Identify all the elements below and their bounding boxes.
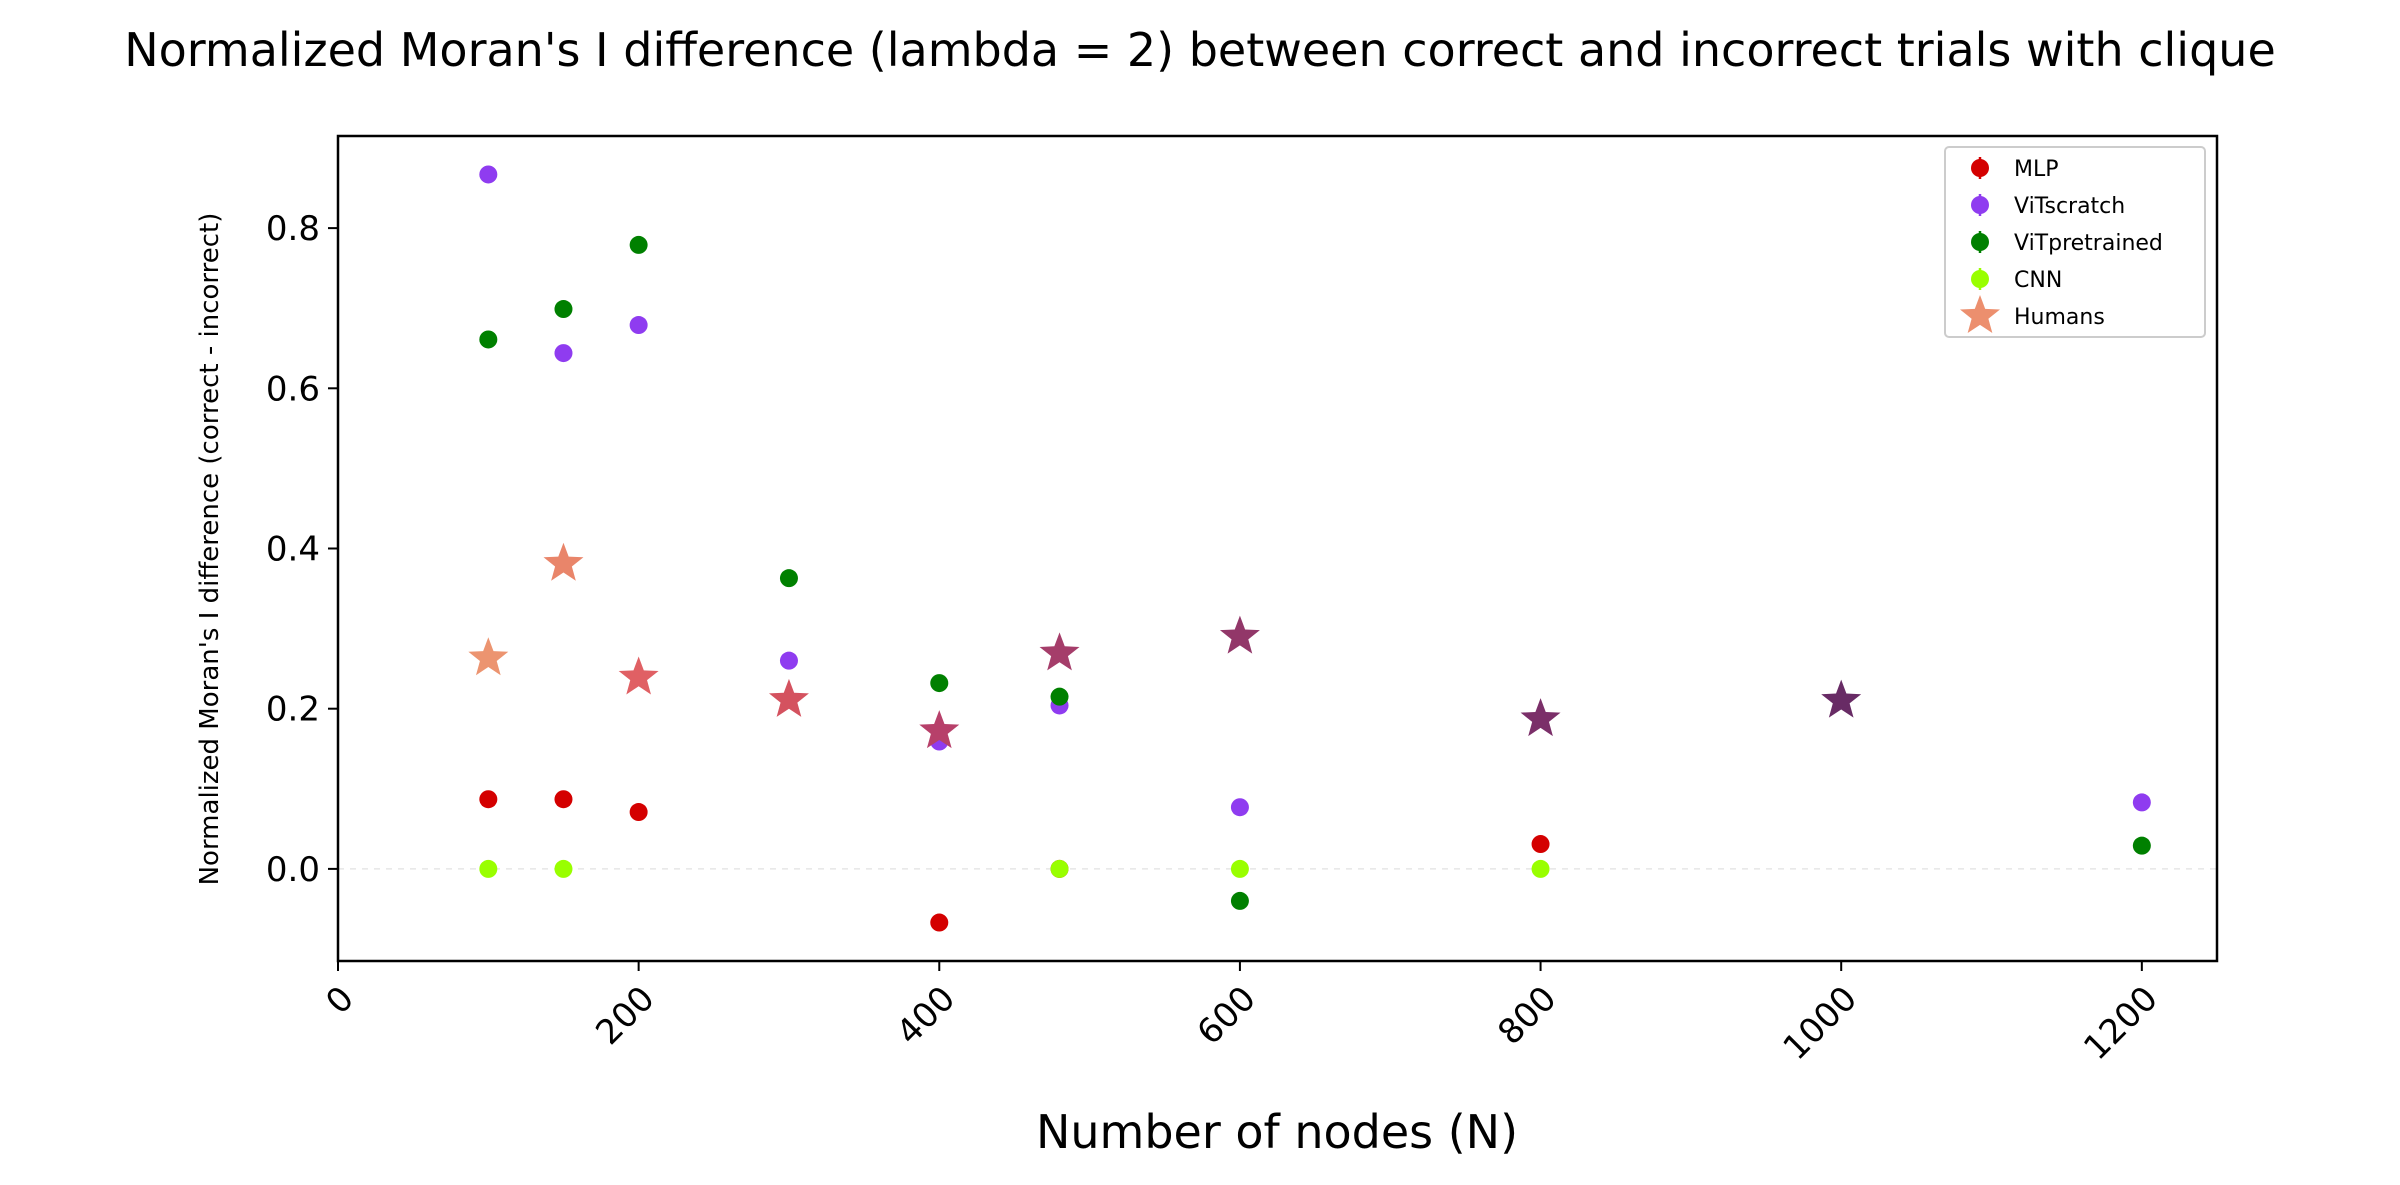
legend-label-humans: Humans	[2014, 305, 2105, 330]
mlp-point	[554, 790, 573, 809]
vitscratch-point	[554, 344, 573, 363]
x-tick-label: 400	[889, 979, 963, 1053]
x-tick-label: 1000	[1776, 979, 1865, 1068]
humans-star-point	[768, 678, 809, 717]
mlp-point	[930, 913, 949, 932]
humans-star-point	[1821, 679, 1862, 718]
legend-label-vitpretrained: ViTpretrained	[2014, 231, 2163, 256]
y-tick-label: 0.6	[266, 369, 320, 409]
x-tick-label: 800	[1490, 979, 1564, 1053]
mlp-point	[1531, 835, 1550, 854]
x-axis: 0 200 400 600 800 1000 1200	[318, 961, 2166, 1068]
humans-star-point	[1219, 615, 1260, 654]
x-axis-label: Number of nodes (N)	[1036, 1105, 1518, 1159]
legend-label-vitscratch: ViTscratch	[2014, 194, 2125, 219]
vitpretrained-point	[779, 569, 798, 588]
vitpretrained-point	[629, 235, 648, 254]
vitpretrained-point	[554, 300, 573, 319]
chart-title: Normalized Moran's I difference (lambda …	[124, 23, 2276, 77]
y-tick-label: 0.2	[266, 690, 320, 730]
vitpretrained-point	[1050, 687, 1069, 706]
mlp-point	[479, 790, 498, 809]
vitscratch-point	[479, 165, 498, 184]
y-axis: 0.0 0.2 0.4 0.6 0.8	[266, 209, 338, 890]
x-tick-label: 600	[1190, 979, 1264, 1053]
vitscratch-point	[2132, 793, 2151, 812]
y-tick-label: 0.0	[266, 850, 320, 890]
legend-marker-vitscratch	[1971, 196, 1989, 214]
x-tick-label: 1200	[2076, 979, 2165, 1068]
y-tick-label: 0.8	[266, 209, 320, 249]
legend-label-cnn: CNN	[2014, 268, 2062, 293]
legend-marker-humans	[1960, 295, 2000, 333]
cnn-point	[554, 859, 573, 878]
humans-star-point	[543, 542, 584, 581]
y-axis-label: Normalized Moran's I difference (correct…	[195, 213, 225, 886]
vitscratch-point	[629, 316, 648, 335]
vitpretrained-point	[479, 330, 498, 349]
humans-star-point	[468, 637, 509, 676]
legend-box	[1944, 146, 2206, 338]
legend-marker-cnn	[1971, 270, 1989, 288]
data-marks-layer	[468, 165, 2151, 932]
plot-frame	[336, 134, 2219, 963]
cnn-point	[479, 859, 498, 878]
cnn-point	[1050, 859, 1069, 878]
cnn-point	[1230, 859, 1249, 878]
x-tick-label: 200	[588, 979, 662, 1053]
vitscratch-point	[779, 651, 798, 670]
legend-marker-mlp	[1971, 159, 1989, 177]
humans-star-point	[1039, 632, 1080, 671]
humans-star-point	[618, 656, 659, 695]
humans-star-point	[1520, 698, 1561, 737]
legend: MLP ViTscratch ViTpretrained CNN Humans	[1944, 146, 2206, 338]
vitpretrained-point	[930, 674, 949, 693]
vitpretrained-point	[2132, 836, 2151, 855]
mlp-point	[629, 803, 648, 822]
x-tick-label: 0	[318, 979, 362, 1023]
legend-marker-vitpretrained	[1971, 233, 1989, 251]
y-tick-label: 0.4	[266, 530, 320, 570]
vitscratch-point	[1230, 798, 1249, 817]
vitpretrained-point	[1230, 891, 1249, 910]
legend-label-mlp: MLP	[2014, 157, 2059, 182]
cnn-point	[1531, 859, 1550, 878]
humans-star-point	[919, 710, 960, 749]
